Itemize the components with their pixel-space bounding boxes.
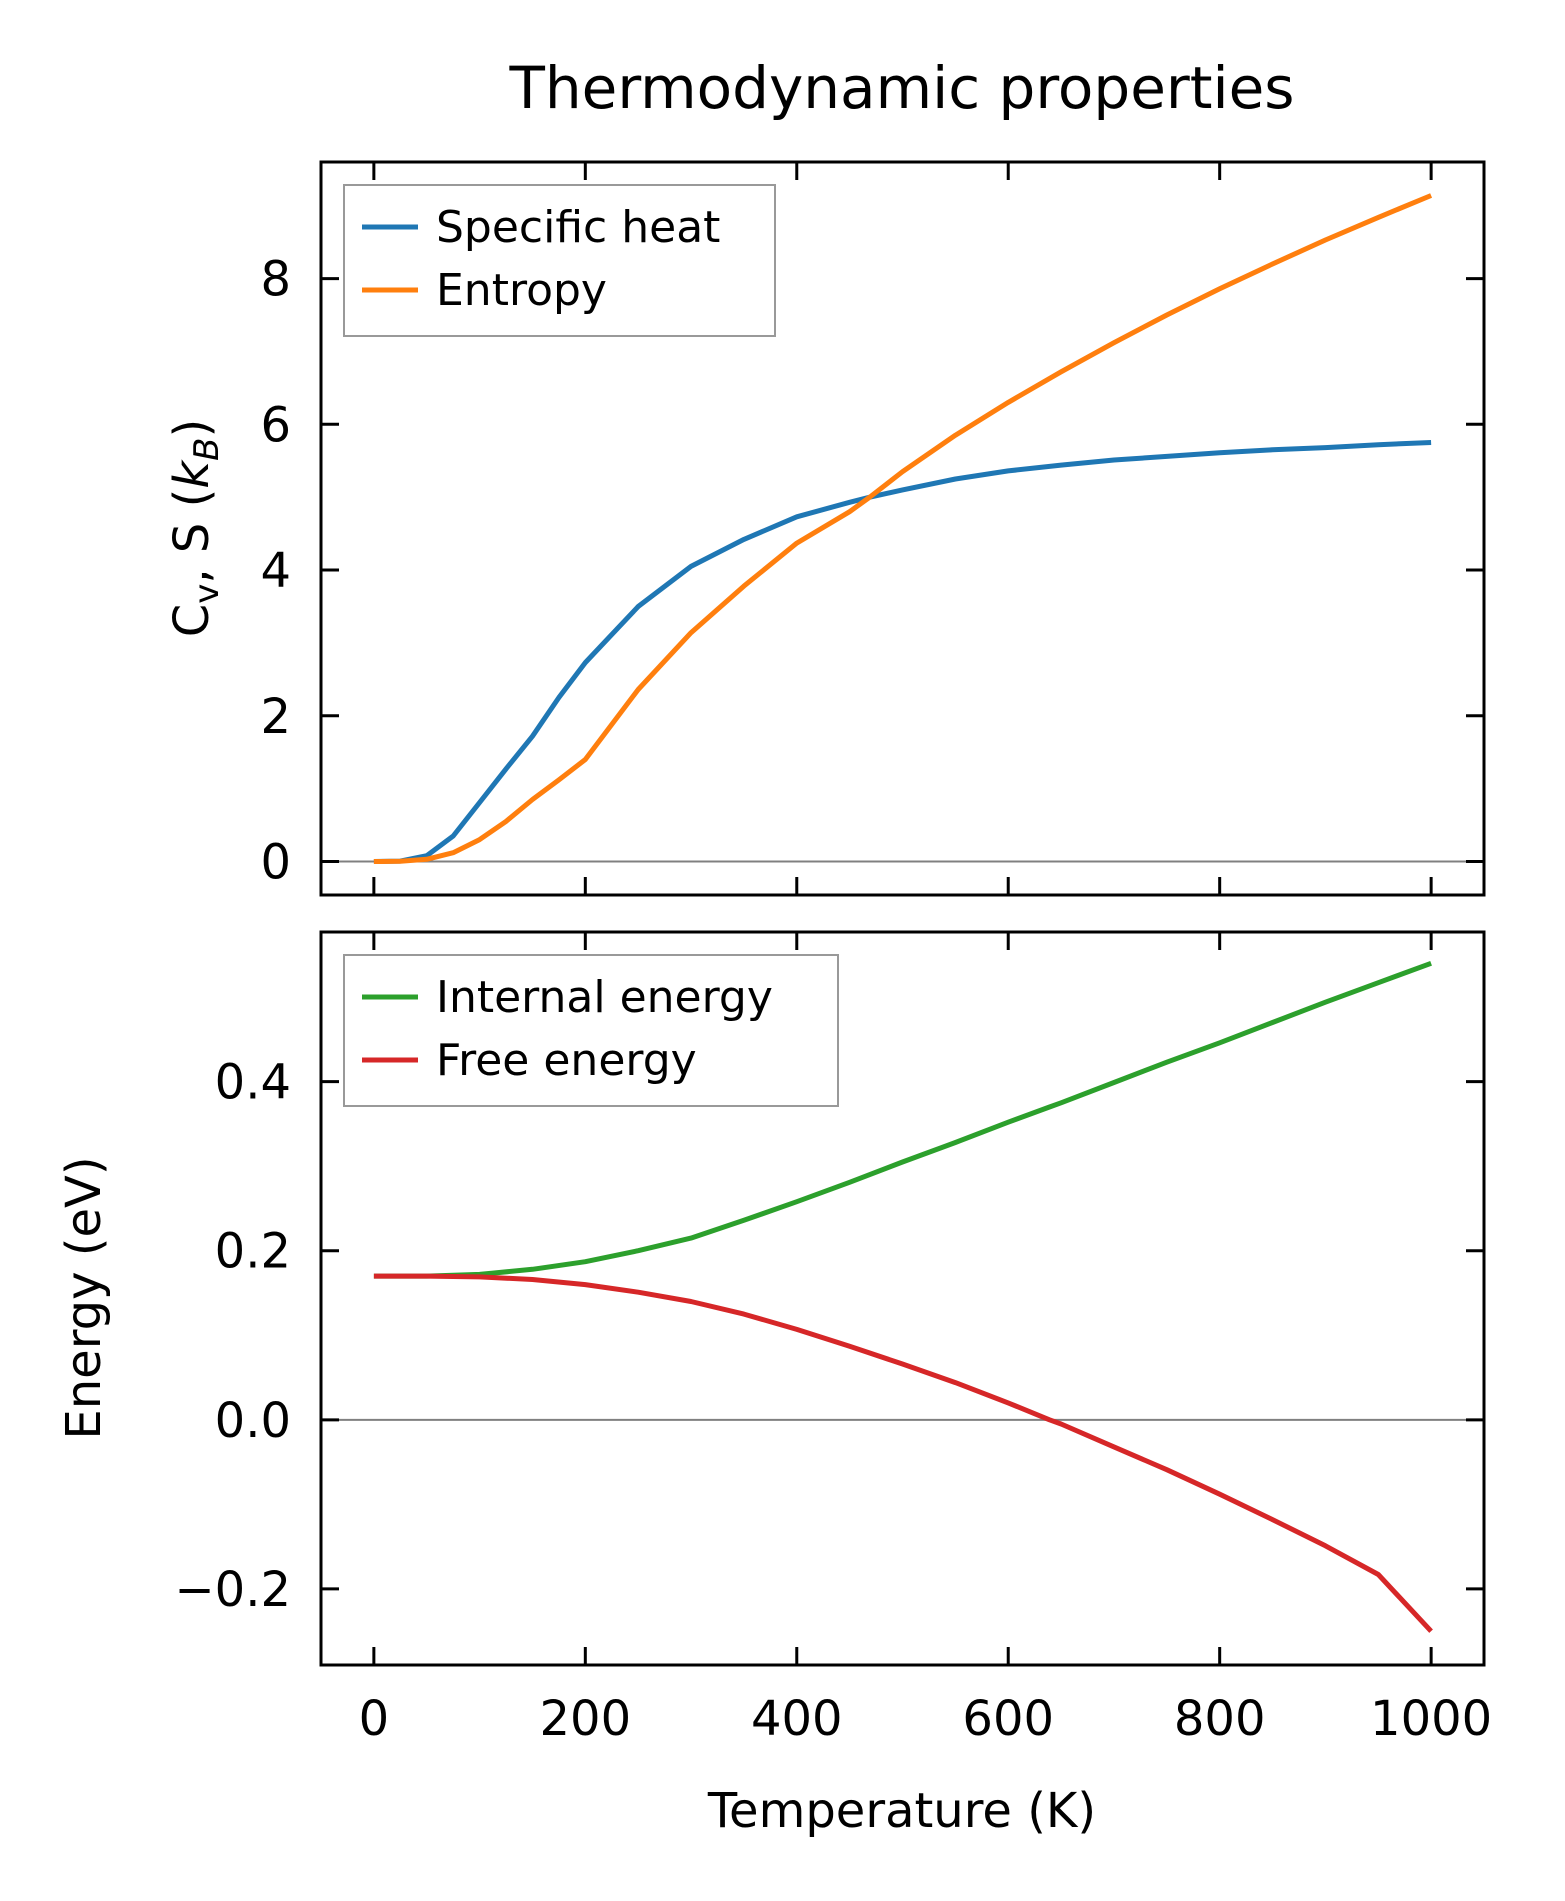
axes-frame-bottom [319,930,1486,1667]
panel-specific-heat-entropy: 0 2 4 6 8 Specific heat Entropy Cv, S (kB) [164,160,1486,897]
y-tick-label: 0.4 [215,1055,291,1111]
legend-item: Entropy [362,265,607,316]
x-axis-label: Temperature (K) [707,1783,1096,1839]
y-tick-label: 4 [260,543,291,599]
series-layer-top [373,193,1433,864]
x-tick-label: 400 [751,1691,843,1747]
series-specific-heat [373,440,1432,864]
ticks-top: 0 2 4 6 8 [260,162,1484,895]
series-entropy [373,193,1433,864]
legend-item: Specific heat [362,202,720,253]
legend-frame [343,954,839,1107]
legend-bottom: Internal energy Free energy [343,954,839,1107]
y-tick-label: 0.0 [215,1393,291,1449]
y-tick-label: 0 [260,834,291,890]
series-free-energy [373,1273,1433,1633]
x-tick-label: 800 [1174,1691,1266,1747]
panel-energy: 0 200 400 600 800 1000 −0.2 0.0 0.2 0.4 Internal … [56,930,1492,1747]
x-tick-label: 0 [359,1691,390,1747]
y-tick-label: 6 [260,397,291,453]
legend-item: Internal energy [362,972,773,1023]
legend-label: Free energy [436,1035,697,1086]
legend-top: Specific heat Entropy [343,184,776,337]
y-tick-label: −0.2 [174,1562,291,1618]
series-internal-energy [373,960,1432,1279]
y-tick-label: 2 [260,689,291,745]
x-tick-label: 600 [962,1691,1054,1747]
x-tick-label: 200 [540,1691,632,1747]
y-axis-label-bottom: Energy (eV) [56,1156,112,1439]
legend-label: Internal energy [436,972,773,1023]
axes-frame-top [319,160,1486,897]
legend-frame [343,184,776,337]
series-layer-bottom [373,960,1433,1633]
legend-item: Free energy [362,1035,697,1086]
y-tick-label: 8 [260,252,291,308]
y-axis-label-top: Cv, S (kB) [164,419,227,637]
chart-title: Thermodynamic properties [508,54,1294,122]
legend-label: Entropy [436,265,607,316]
y-tick-label: 0.2 [215,1224,291,1280]
ticks-bottom: 0 200 400 600 800 1000 −0.2 0.0 0.2 0.4 [174,932,1492,1747]
x-tick-label: 1000 [1370,1691,1492,1747]
legend-label: Specific heat [436,202,720,253]
